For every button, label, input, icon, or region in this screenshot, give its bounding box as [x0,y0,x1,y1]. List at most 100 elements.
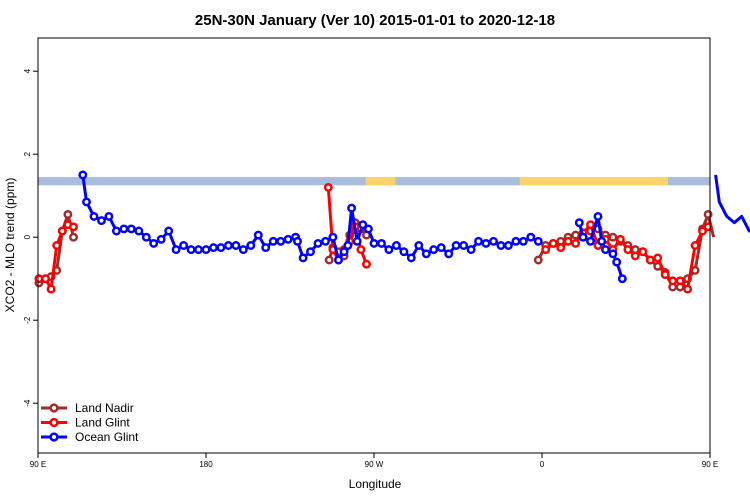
data-point-ocean-glint [328,232,338,242]
data-point-ocean-glint [384,245,394,255]
data-point-land-glint [690,241,700,250]
data-point-ocean-glint [111,226,121,236]
data-point-ocean-glint [119,224,129,234]
data-point-land-glint [563,236,573,246]
x-tick-label: 0 [540,460,545,469]
data-point-land-nadir [571,230,581,240]
data-point-ocean-glint [321,236,330,246]
data-point-ocean-glint [261,243,271,253]
data-point-land-glint [362,259,371,269]
data-point-ocean-glint [231,241,241,250]
data-point-ocean-glint [238,245,248,255]
legend-swatch-marker [49,417,59,428]
land-band-segment-2 [519,177,668,186]
land-sea-band [38,177,710,186]
data-point-ocean-glint [126,224,136,234]
data-point-ocean-glint [511,236,521,246]
data-point-ocean-glint [293,236,302,246]
series-ocean-glint [78,170,750,284]
data-point-ocean-glint [253,230,263,240]
legend-label: Land Glint [75,416,130,430]
data-point-ocean-glint [179,241,189,250]
legend-label: Land Nadir [75,401,134,415]
y-tick-label: -4 [23,399,32,407]
land-band-segment-1 [365,177,396,186]
data-point-ocean-glint [526,232,536,242]
y-axis: -4 -2 0 2 4 [23,68,38,407]
data-point-ocean-glint [246,241,256,250]
data-point-ocean-glint [503,241,513,250]
data-point-land-glint [541,245,551,255]
y-tick-label: 4 [23,68,32,73]
data-point-ocean-glint [313,238,323,248]
data-point-ocean-glint [141,232,151,242]
x-tick-label: 90 E [702,460,718,469]
data-point-ocean-glint [97,216,106,226]
data-point-ocean-glint [601,245,610,255]
data-point-land-glint [623,245,633,255]
data-point-ocean-glint [343,241,353,250]
data-point-ocean-glint [369,238,379,248]
data-point-ocean-glint [298,253,308,263]
data-point-land-glint [571,238,581,248]
data-point-land-nadir [690,265,700,275]
x-tick-label: 90 W [365,460,384,469]
data-point-ocean-glint [82,197,91,207]
data-point-ocean-glint [481,238,491,248]
data-point-land-glint [630,251,640,261]
y-tick-label: -2 [23,316,32,324]
legend-item-ocean-glint: Ocean Glint [41,430,139,444]
data-point-ocean-glint [586,236,595,246]
data-point-ocean-glint [216,243,226,253]
data-point-land-nadir [533,255,543,265]
data-point-ocean-glint [597,236,607,246]
data-point-ocean-glint [358,220,368,230]
data-point-land-nadir [608,232,618,242]
data-point-ocean-glint [134,226,144,236]
data-point-land-glint [660,270,670,280]
data-point-land-glint [46,284,56,294]
data-point-ocean-glint [363,224,373,234]
data-point-land-glint [683,284,693,294]
data-point-land-glint [41,274,50,284]
x-axis: 90 E 180 90 W 0 90 E [30,453,718,469]
data-point-ocean-glint [429,245,439,255]
data-point-ocean-glint [78,170,88,180]
data-point-ocean-glint [574,218,584,228]
data-point-ocean-glint [414,241,424,250]
data-point-ocean-glint [391,241,401,250]
data-point-ocean-glint [276,236,286,246]
chart-title: 25N-30N January (Ver 10) 2015-01-01 to 2… [195,12,555,29]
data-point-ocean-glint [283,234,293,244]
legend-swatch-marker [49,432,59,442]
data-point-ocean-glint [186,245,196,255]
x-axis-label: Longitude [349,477,402,491]
data-point-ocean-glint [89,211,99,221]
data-point-land-nadir [69,232,78,242]
data-point-land-nadir [63,209,73,219]
series-land-glint [34,182,713,294]
y-axis-label: XCO2 - MLO trend (ppm) [3,178,17,313]
data-point-ocean-glint [593,211,603,221]
data-point-ocean-glint [377,238,386,248]
data-point-ocean-glint [578,232,588,242]
data-point-ocean-glint [306,247,315,257]
data-point-ocean-glint [399,247,409,257]
data-point-land-glint [638,247,648,257]
data-point-ocean-glint [421,249,431,259]
data-point-ocean-glint [518,236,528,246]
data-point-land-glint [668,276,678,286]
series-line-ocean-glint-4 [714,174,750,233]
data-point-ocean-glint [451,241,461,250]
data-point-ocean-glint [223,241,233,250]
data-point-ocean-glint [156,234,166,244]
data-point-ocean-glint [489,236,498,246]
data-point-ocean-glint [347,203,357,213]
data-point-land-glint [653,253,663,263]
legend-label: Ocean Glint [75,430,139,444]
data-point-ocean-glint [149,238,159,248]
data-point-land-glint [698,226,707,236]
data-point-ocean-glint [436,243,446,253]
